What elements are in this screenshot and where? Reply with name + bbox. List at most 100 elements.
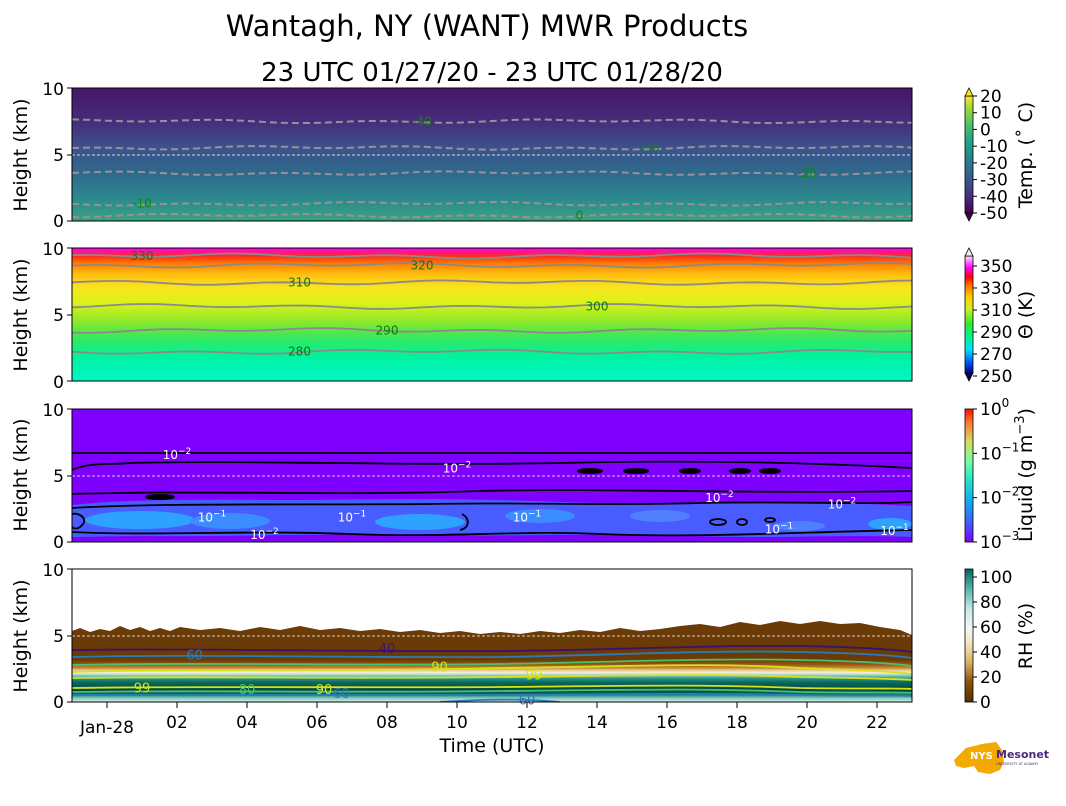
colorbar-tick-label: 290 <box>980 323 1012 343</box>
theta-panel: 280 290 300 310 320 330 Height (km) 0 5 10 <box>10 240 913 393</box>
rh-contour-label: 90 <box>316 683 333 698</box>
liquid-contour-label: 10−2 <box>250 527 279 542</box>
liquid-panel: 10−2 10−2 10−2 10−2 10−1 10−1 10−1 10−1 10−1 10−2… <box>10 401 913 553</box>
colorbar-tick-label: -20 <box>980 154 1008 174</box>
colorbar-tick-label: 40 <box>980 643 1002 663</box>
colorbar-tick-label: 0 <box>980 693 991 713</box>
colorbar-tick-label: 10 <box>980 104 1002 124</box>
colorbar-tick-label: 310 <box>980 301 1012 321</box>
temperature-field <box>72 88 912 221</box>
rh-contour-label: 99 <box>526 668 543 683</box>
rh-contour-label: 90 <box>431 660 448 675</box>
colorbar-tick-label: -50 <box>980 204 1008 224</box>
liquid-contour-label: 10−1 <box>765 522 794 537</box>
figure-title: Wantagh, NY (WANT) MWR Products <box>226 9 748 43</box>
theta-ytick-0: 0 <box>53 373 64 393</box>
colorbar-tick-label: 80 <box>980 593 1002 613</box>
colorbar-tick-label: 60 <box>980 618 1002 638</box>
theta-contour <box>72 252 912 260</box>
colorbar-tick-label: 270 <box>980 345 1012 365</box>
temperature-contour-label: -30 <box>640 141 660 155</box>
theta-contour-label: 330 <box>131 249 154 263</box>
colorbar-tick-label: 350 <box>980 257 1012 277</box>
liquid-colorbar-ramp <box>964 408 974 543</box>
temperature-ylabel: Height (km) <box>10 98 32 211</box>
theta-contour <box>72 262 912 269</box>
liquid-contour-label: 10−1 <box>880 523 909 538</box>
rh-ylabel: Height (km) <box>10 579 32 692</box>
time-tick-label: 06 <box>306 713 328 733</box>
liquid-cloud-band <box>72 499 912 538</box>
theta-colorbar-label: Θ (K) <box>1015 291 1037 339</box>
rh-colorbar-label: RH (%) <box>1015 603 1037 669</box>
theta-contour <box>72 327 912 334</box>
rh-ytick-0: 0 <box>53 693 64 713</box>
colorbar-tick-label: 10−3 <box>980 529 1019 553</box>
liquid-contour-label: 10−2 <box>443 461 472 476</box>
liquid-contours <box>72 451 912 537</box>
temperature-contour-label: 0 <box>576 209 584 223</box>
theta-contour-label: 280 <box>288 345 311 359</box>
liquid-ylabel: Height (km) <box>10 418 32 531</box>
temperature-panel: -10 0 -20 -30 -40 Height (km) 0 5 10 <box>10 80 913 232</box>
temperature-contour <box>72 212 912 219</box>
colorbar-tick-label: 100 <box>980 396 1009 420</box>
theta-ytick-10: 10 <box>42 240 64 260</box>
figure-subtitle: 23 UTC 01/27/20 - 23 UTC 01/28/20 <box>261 58 723 88</box>
logo-nys-text: NYS <box>970 751 993 762</box>
colorbar-tick-label: 20 <box>980 87 1002 107</box>
time-tick-label: 20 <box>796 713 818 733</box>
theta-contour <box>72 303 912 310</box>
colorbar-tick-label: 10−2 <box>980 485 1019 509</box>
nys-mesonet-logo: NYS Mesonet UNIVERSITY AT ALBANY <box>954 742 1049 774</box>
liquid-contour-label: 10−2 <box>705 490 734 505</box>
liquid-contour-label: 10−2 <box>828 496 857 511</box>
liquid-ytick-10: 10 <box>42 401 64 421</box>
rh-colorbar: 100 80 60 40 20 0 RH (%) <box>964 568 1037 713</box>
time-tick-label: 16 <box>656 713 678 733</box>
rh-contour-label: 99 <box>134 682 151 697</box>
temperature-contour <box>72 118 912 125</box>
rh-contour-label: 80 <box>239 683 256 698</box>
time-tick-label: 22 <box>866 713 888 733</box>
logo-mesonet-text: Mesonet <box>996 748 1049 761</box>
rh-contour-label: 60 <box>519 694 536 709</box>
rh-ytick-10: 10 <box>42 561 64 581</box>
colorbar-tick-label: 250 <box>980 367 1012 387</box>
theta-field <box>72 248 912 381</box>
liquid-colorbar: 100 10−1 10−2 10−3 Liquid (g m−3) <box>964 396 1037 553</box>
temperature-colorbar-label: Temp. (˚ C) <box>1015 102 1037 209</box>
theta-contour-label: 300 <box>586 300 609 314</box>
theta-contour-label: 320 <box>411 258 434 272</box>
rh-contour-label: 60 <box>186 648 203 663</box>
rh-colorbar-ramp <box>964 568 974 703</box>
rh-field <box>72 621 912 702</box>
time-tick-label: 08 <box>376 713 398 733</box>
colorbar-tick-label: 10−1 <box>980 440 1019 464</box>
colorbar-tick-label: 20 <box>980 668 1002 688</box>
liquid-contour-label: 10−2 <box>163 447 192 462</box>
time-axis: Jan-28 02 04 06 08 10 12 14 16 18 20 22 <box>79 702 888 738</box>
temperature-ytick-5: 5 <box>53 146 64 166</box>
time-tick-label: 10 <box>446 713 468 733</box>
colorbar-tick-label: -10 <box>980 137 1008 157</box>
temperature-contour <box>72 170 912 176</box>
liquid-colorbar-label: Liquid (g m−3) <box>1013 408 1037 542</box>
rh-contours <box>72 644 912 702</box>
colorbar-tick-label: 330 <box>980 279 1012 299</box>
theta-colorbar-ramp <box>964 255 974 374</box>
temperature-contour <box>72 145 912 151</box>
time-tick-label: 02 <box>166 713 188 733</box>
new-york-state-shape <box>954 742 1004 774</box>
temperature-ytick-0: 0 <box>53 212 64 232</box>
time-tick-label: 14 <box>586 713 608 733</box>
time-axis-label: Time (UTC) <box>438 735 544 757</box>
colorbar-tick-label: -30 <box>980 171 1008 191</box>
theta-contour-label: 290 <box>376 323 399 337</box>
time-tick-label: 04 <box>236 713 258 733</box>
time-tick-label: 18 <box>726 713 748 733</box>
